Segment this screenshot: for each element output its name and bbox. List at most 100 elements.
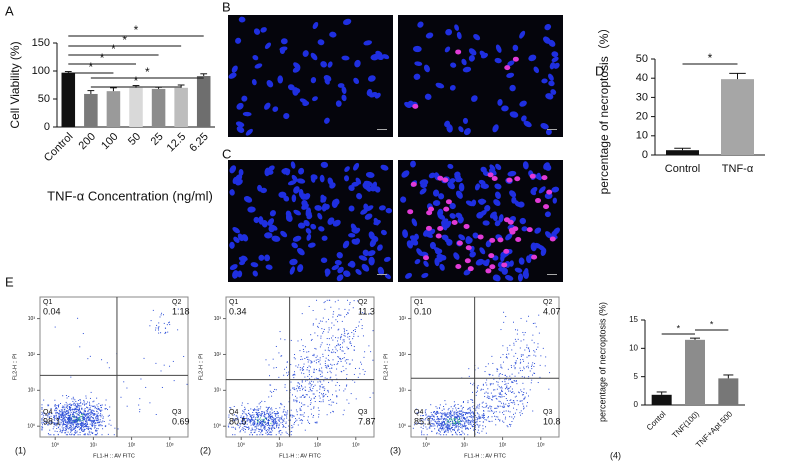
event-dot bbox=[98, 420, 99, 421]
event-dot bbox=[296, 398, 297, 399]
event-dot bbox=[466, 421, 467, 422]
event-dot bbox=[68, 420, 69, 421]
event-dot bbox=[440, 431, 441, 432]
event-dot bbox=[447, 427, 448, 428]
event-dot bbox=[294, 354, 295, 355]
event-dot bbox=[468, 413, 469, 414]
y-tick-label: 10⁰ bbox=[27, 424, 35, 430]
event-dot bbox=[513, 414, 514, 415]
event-dot bbox=[461, 424, 462, 425]
event-dot bbox=[335, 301, 336, 302]
bar bbox=[718, 378, 738, 405]
event-dot bbox=[527, 357, 528, 358]
event-dot bbox=[332, 365, 333, 366]
event-dot bbox=[440, 426, 441, 427]
event-dot bbox=[500, 357, 501, 358]
event-dot bbox=[310, 383, 311, 384]
event-dot bbox=[495, 419, 496, 420]
event-dot bbox=[78, 424, 79, 425]
event-dot bbox=[435, 413, 436, 414]
event-dot bbox=[89, 432, 90, 433]
event-dot bbox=[264, 411, 265, 412]
y-tick-label: 10³ bbox=[214, 316, 222, 322]
event-dot bbox=[341, 350, 342, 351]
event-dot bbox=[460, 416, 461, 417]
event-dot bbox=[102, 421, 103, 422]
event-dot bbox=[284, 369, 285, 370]
event-dot bbox=[465, 426, 466, 427]
event-dot bbox=[277, 413, 278, 414]
event-dot bbox=[353, 334, 354, 335]
quadrant-value: 7.87 bbox=[358, 416, 376, 426]
event-dot bbox=[309, 382, 310, 383]
event-dot bbox=[320, 346, 321, 347]
event-dot bbox=[85, 410, 86, 411]
event-dot bbox=[259, 422, 260, 423]
pi-stained-nucleus bbox=[428, 207, 434, 212]
event-dot bbox=[76, 424, 77, 425]
event-dot bbox=[508, 391, 509, 392]
event-dot bbox=[532, 362, 533, 363]
event-dot bbox=[457, 434, 458, 435]
event-dot bbox=[479, 415, 480, 416]
event-dot bbox=[250, 416, 251, 417]
event-dot bbox=[268, 408, 269, 409]
pi-stained-nucleus bbox=[513, 57, 519, 62]
event-dot bbox=[71, 412, 72, 413]
event-dot bbox=[467, 422, 468, 423]
event-dot bbox=[258, 416, 259, 417]
significance-star: * bbox=[111, 42, 116, 56]
event-dot bbox=[495, 395, 496, 396]
event-dot bbox=[470, 410, 471, 411]
event-dot bbox=[507, 400, 508, 401]
event-dot bbox=[158, 330, 159, 331]
event-dot bbox=[335, 391, 336, 392]
event-dot bbox=[322, 354, 323, 355]
event-dot bbox=[242, 427, 243, 428]
event-dot bbox=[89, 417, 90, 418]
event-dot bbox=[491, 356, 492, 357]
panel-label: C bbox=[222, 146, 231, 161]
event-dot bbox=[71, 398, 72, 399]
event-dot bbox=[71, 420, 72, 421]
event-dot bbox=[338, 361, 339, 362]
event-dot bbox=[62, 419, 63, 420]
event-dot bbox=[344, 339, 345, 340]
event-dot bbox=[457, 418, 458, 419]
bar bbox=[721, 79, 754, 155]
event-dot bbox=[431, 412, 432, 413]
event-dot bbox=[258, 414, 259, 415]
event-dot bbox=[372, 360, 373, 361]
event-dot bbox=[447, 414, 448, 415]
event-dot bbox=[77, 413, 78, 414]
event-dot bbox=[69, 434, 70, 435]
event-dot bbox=[55, 431, 56, 432]
event-dot bbox=[80, 403, 81, 404]
event-dot bbox=[83, 417, 84, 418]
event-dot bbox=[349, 342, 350, 343]
event-dot bbox=[252, 434, 253, 435]
event-dot bbox=[437, 423, 438, 424]
event-dot bbox=[322, 372, 323, 373]
event-dot bbox=[285, 415, 286, 416]
event-dot bbox=[325, 301, 326, 302]
event-dot bbox=[257, 406, 258, 407]
event-dot bbox=[485, 426, 486, 427]
event-dot bbox=[92, 423, 93, 424]
event-dot bbox=[80, 434, 81, 435]
event-dot bbox=[463, 401, 464, 402]
event-dot bbox=[503, 411, 504, 412]
event-dot bbox=[468, 429, 469, 430]
event-dot bbox=[305, 381, 306, 382]
event-dot bbox=[461, 431, 462, 432]
event-dot bbox=[329, 368, 330, 369]
event-dot bbox=[512, 374, 513, 375]
event-dot bbox=[304, 404, 305, 405]
event-dot bbox=[479, 406, 480, 407]
event-dot bbox=[311, 409, 312, 410]
event-dot bbox=[503, 354, 504, 355]
event-dot bbox=[485, 371, 486, 372]
event-dot bbox=[297, 385, 298, 386]
event-dot bbox=[540, 355, 541, 356]
event-dot bbox=[464, 434, 465, 435]
